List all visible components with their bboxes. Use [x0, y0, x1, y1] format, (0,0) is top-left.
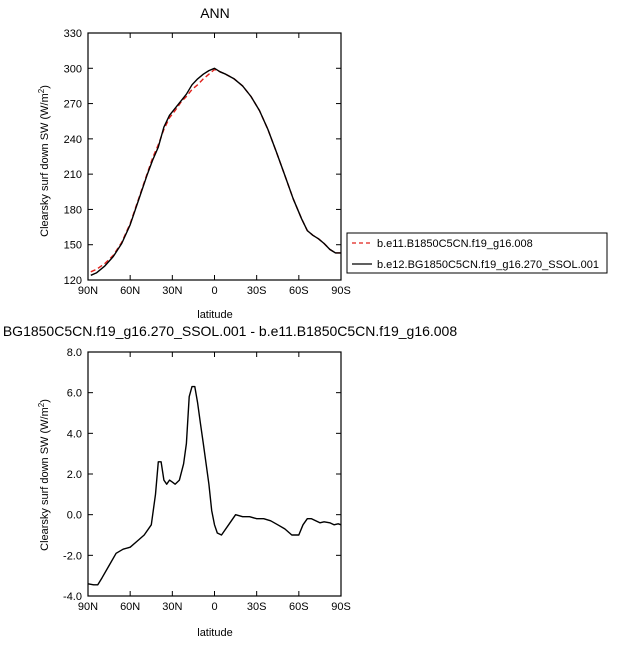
top-y-axis-label: Clearsky surf down SW (W/m2)	[37, 85, 51, 237]
top-x-axis-label: latitude	[197, 309, 232, 321]
bottom-x-tick-label: 90S	[331, 601, 351, 613]
bottom-series-lines	[87, 385, 342, 586]
bottom-y-tick-label: 8.0	[67, 347, 82, 359]
top-y-tick-label: 240	[64, 134, 82, 146]
top-x-tick-label: 30N	[162, 285, 182, 297]
top-y-tick-label: 120	[64, 275, 82, 287]
top-x-tick-label: 60N	[120, 285, 140, 297]
top-panel: ANN latitude Clearsky surf down SW (W/m2…	[37, 5, 351, 321]
top-x-tick-label: 90S	[331, 285, 351, 297]
top-y-tick-label: 210	[64, 169, 82, 181]
bottom-x-tick-label: 90N	[78, 601, 98, 613]
bottom-y-axis-label-main: Clearsky surf down SW (W/m	[39, 407, 51, 551]
bottom-y-axis-label-end: )	[39, 399, 51, 403]
top-plot-frame	[87, 32, 342, 281]
top-y-axis-label-sup: 2	[37, 88, 46, 93]
top-chart-title: ANN	[200, 5, 230, 21]
top-series-line-1	[90, 68, 341, 273]
bottom-chart-title: BG1850C5CN.f19_g16.270_SSOL.001 - b.e11.…	[3, 323, 458, 339]
top-y-tick-label: 270	[64, 99, 82, 111]
top-series-lines	[90, 67, 341, 276]
bottom-x-tick-label: 30S	[247, 601, 267, 613]
bottom-x-tick-label: 60N	[120, 601, 140, 613]
top-y-tick-label: 330	[64, 28, 82, 40]
top-series-line-2	[90, 67, 341, 276]
bottom-axis-ticks: 90N 60N 30N 0 30S 60S 90S -4.0 -2.0 0.0 2.0 4.0 6.0 8…	[63, 347, 351, 613]
top-y-tick-label: 300	[64, 63, 82, 75]
bottom-y-tick-label: 4.0	[67, 428, 82, 440]
top-x-tick-label: 0	[211, 285, 217, 297]
legend-box	[346, 232, 608, 274]
bottom-plot-frame	[87, 351, 342, 597]
bottom-y-tick-label: 0.0	[67, 510, 82, 522]
legend: b.e11.B1850C5CN.f19_g16.008 b.e12.BG1850…	[346, 232, 608, 274]
top-y-tick-label: 180	[64, 204, 82, 216]
bottom-y-axis-label-sup: 2	[37, 402, 46, 407]
bottom-y-tick-label: 2.0	[67, 469, 82, 481]
bottom-x-tick-label: 30N	[162, 601, 182, 613]
top-x-tick-label: 90N	[78, 285, 98, 297]
bottom-y-tick-label: -2.0	[63, 550, 82, 562]
bottom-x-axis-label: latitude	[197, 627, 232, 639]
legend-label-series-1: b.e11.B1850C5CN.f19_g16.008	[377, 238, 533, 250]
bottom-x-tick-label: 60S	[289, 601, 309, 613]
bottom-panel: BG1850C5CN.f19_g16.270_SSOL.001 - b.e11.…	[3, 323, 458, 639]
top-y-tick-label: 150	[64, 240, 82, 252]
bottom-x-tick-label: 0	[211, 601, 217, 613]
bottom-series-line-1	[87, 385, 342, 586]
top-x-tick-label: 60S	[289, 285, 309, 297]
bottom-y-tick-label: -4.0	[63, 591, 82, 603]
top-y-axis-label-main: Clearsky surf down SW (W/m	[39, 93, 51, 237]
top-y-axis-label-end: )	[39, 85, 51, 89]
bottom-y-axis-label: Clearsky surf down SW (W/m2)	[37, 399, 51, 551]
top-x-tick-label: 30S	[247, 285, 267, 297]
legend-label-series-2: b.e12.BG1850C5CN.f19_g16.270_SSOL.001	[377, 259, 599, 271]
top-axis-ticks: 90N 60N 30N 0 30S 60S 90S 120 150 180 210 240 270 300…	[64, 28, 351, 297]
bottom-y-tick-label: 6.0	[67, 388, 82, 400]
